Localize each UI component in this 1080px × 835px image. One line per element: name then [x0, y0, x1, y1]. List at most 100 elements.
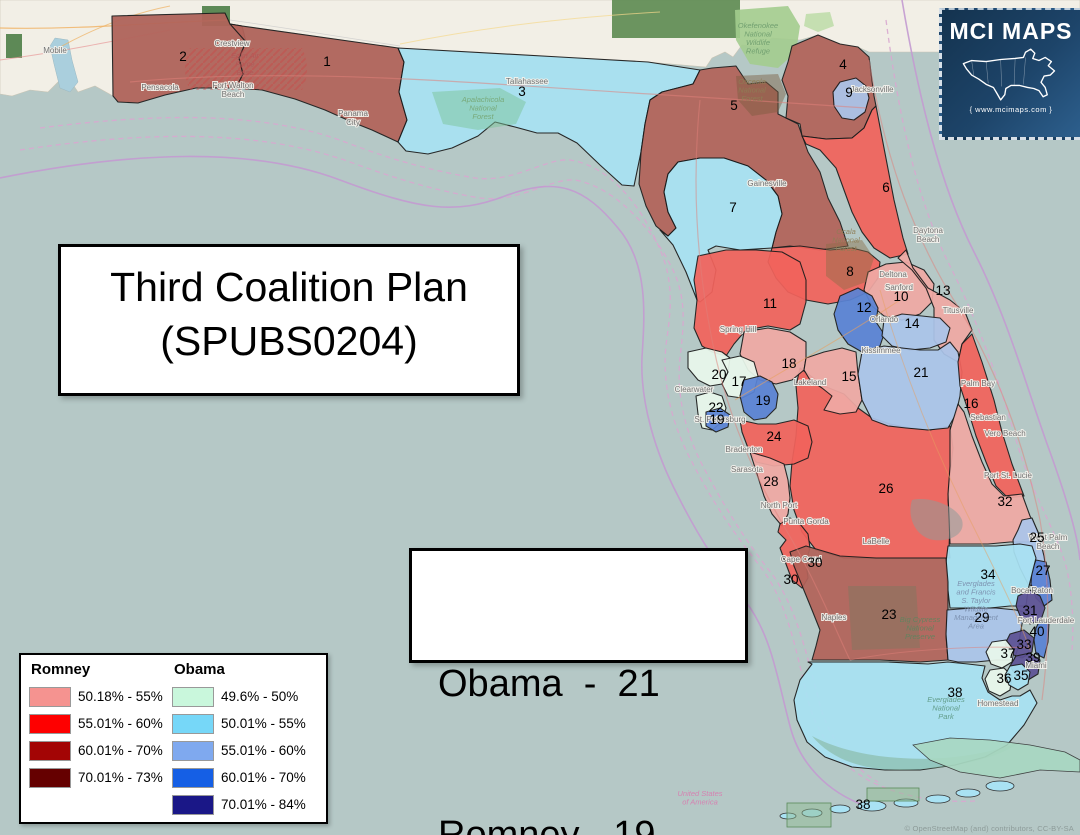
area-label: Everglades National Park — [927, 695, 965, 721]
city-label: Daytona Beach — [913, 226, 943, 244]
maritime-boundary-line — [0, 155, 867, 807]
district-25-label: 25 — [1029, 530, 1044, 545]
keys-park-rect — [866, 787, 920, 802]
district-29-label: 29 — [974, 610, 989, 625]
legend-swatch — [29, 767, 71, 788]
city-label: LaBelle — [863, 537, 890, 546]
legend-label: 70.01% - 73% — [78, 770, 163, 785]
key-largo-island — [912, 737, 1080, 779]
keys-island — [925, 794, 951, 804]
legend-row-obama-4: 70.01% - 84% — [172, 791, 320, 818]
legend-header-obama: Obama — [174, 661, 225, 678]
district-4-label: 4 — [839, 57, 847, 72]
district-19-label: 19 — [755, 393, 770, 408]
area-label: Osceola National Forest — [738, 77, 766, 103]
legend-swatch — [29, 713, 71, 734]
district-21-label: 21 — [913, 365, 928, 380]
legend-swatch — [172, 740, 214, 761]
osm-attribution: © OpenStreetMap (and) contributors, CC-B… — [904, 824, 1074, 833]
keys-island — [801, 808, 823, 818]
district-15-label: 15 — [841, 369, 856, 384]
road-line — [54, 5, 171, 51]
district-11-polygon — [693, 249, 807, 357]
district-26-label: 26 — [878, 481, 893, 496]
district-35-label: 35 — [1013, 668, 1028, 683]
legend-label: 50.01% - 55% — [221, 716, 306, 731]
legend-label: 60.01% - 70% — [78, 743, 163, 758]
district-20-label: 20 — [711, 367, 726, 382]
legend-column-obama: Obama 49.6% - 50% 50.01% - 55% 55.01% - 60… — [172, 660, 320, 818]
plan-title-line1: Third Coalition Plan — [110, 264, 468, 310]
legend-label: 60.01% - 70% — [221, 770, 306, 785]
district-11-label: 11 — [763, 296, 777, 311]
highway-line — [734, 299, 901, 401]
road-line — [229, 19, 401, 47]
legend-label: 70.01% - 84% — [221, 797, 306, 812]
district-8-label: 8 — [846, 264, 854, 279]
terrain-overlay — [910, 499, 963, 541]
district-32-label: 32 — [997, 494, 1012, 509]
legend-label: 55.01% - 60% — [78, 716, 163, 731]
district-15-polygon — [803, 347, 863, 415]
park-patch — [804, 12, 834, 32]
legend-swatch — [172, 767, 214, 788]
district-14-polygon — [881, 313, 951, 351]
highway-line — [129, 75, 867, 109]
district-16-label: 16 — [963, 396, 978, 411]
district-23-polygon — [789, 545, 949, 663]
city-label: Cape Coral — [781, 555, 822, 564]
district-18-label: 18 — [781, 356, 796, 371]
legend-row-obama-2: 55.01% - 60% — [172, 737, 320, 764]
district-6-label: 6 — [882, 180, 890, 195]
area-label: Apalachicola National Forest — [461, 95, 505, 121]
seat-count-box: Obama - 21 Romney - 19 — [409, 548, 748, 835]
city-label: Vero Beach — [984, 429, 1025, 438]
city-label: Miami — [1025, 661, 1047, 670]
city-label: Titusville — [943, 306, 974, 315]
terrain-overlay — [826, 240, 874, 290]
terrain-overlay — [736, 74, 786, 116]
keys-island — [985, 780, 1015, 792]
keys-island — [779, 812, 797, 820]
road-line — [399, 11, 661, 45]
city-label: Orlando — [870, 315, 899, 324]
city-label: Clearwater — [675, 385, 714, 394]
district-28-polygon — [749, 451, 791, 527]
district-9-label: 9 — [845, 85, 853, 100]
legend-row-obama-3: 60.01% - 70% — [172, 764, 320, 791]
district-14-label: 14 — [904, 316, 920, 331]
legend: Romney 50.18% - 55% 55.01% - 60% 60.01% - … — [19, 653, 328, 824]
district-5-label: 5 — [730, 98, 738, 113]
area-label: United States of America — [677, 789, 722, 807]
district-27-label: 27 — [1035, 563, 1050, 578]
highway-line — [868, 59, 1049, 701]
maritime-boundary-line — [19, 135, 879, 783]
maritime-boundary-line — [901, 0, 1080, 561]
city-label: Crestview — [214, 39, 249, 48]
park-patch — [612, 0, 740, 38]
city-label: Deltona — [879, 270, 907, 279]
park-patch — [6, 34, 22, 58]
maritime-boundary-line — [885, 19, 1074, 651]
city-label: St. Petersburg — [694, 415, 745, 424]
district-19-polygon — [705, 407, 731, 433]
city-label: Lakeland — [794, 378, 826, 387]
district-38-label: 38 — [947, 685, 962, 700]
district-13-label: 13 — [935, 283, 950, 298]
district-34-label: 34 — [980, 567, 996, 582]
keys-island — [955, 788, 981, 798]
city-label: Gainesville — [747, 179, 787, 188]
district-33-label: 33 — [1016, 637, 1031, 652]
district-28-label: 28 — [763, 474, 778, 489]
district-36-label: 36 — [996, 671, 1011, 686]
city-label: Kissimmee — [861, 346, 901, 355]
map-labels-layer: Eglin Air Force Base Apalachicola National Fo… — [42, 21, 1076, 812]
city-label: North Port — [761, 501, 798, 510]
city-label: Pensacola — [141, 83, 179, 92]
highway-line — [879, 289, 1031, 651]
district-21-polygon — [857, 341, 963, 431]
legend-label: 49.6% - 50% — [221, 689, 299, 704]
city-label: Palm Bay — [961, 379, 995, 388]
obama-count: Obama - 21 — [438, 663, 660, 706]
